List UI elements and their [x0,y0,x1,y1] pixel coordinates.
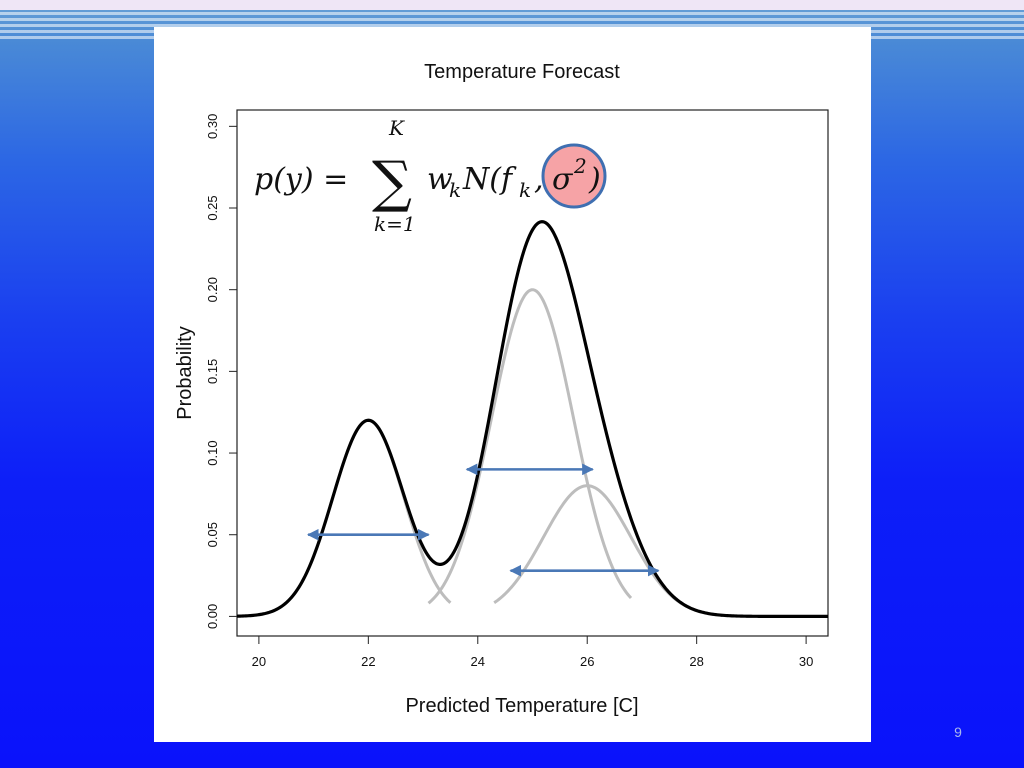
x-tick-label: 28 [689,654,703,669]
y-tick-label: 0.20 [205,277,220,302]
x-tick-label: 24 [471,654,485,669]
x-tick-label: 30 [799,654,813,669]
mixture-curve [236,220,828,618]
x-axis-ticks: 20 22 24 26 28 30 [252,636,813,669]
mixture-formula: p(y) = ∑ K k=1 w k N(f k , σ 2 ) [254,116,607,236]
y-tick-label: 0.15 [205,359,220,384]
header-band [0,0,1024,10]
formula-upper-limit: K [388,116,405,140]
y-tick-label: 0.00 [205,604,220,629]
formula-lhs: p(y) = [254,162,348,197]
formula-sum-symbol: ∑ [372,150,412,215]
formula-sigma: σ [552,162,574,197]
temperature-forecast-chart: Temperature Forecast 20 22 24 26 28 30 0.000.… [174,61,829,717]
formula-normal: N(f [462,162,517,197]
spread-arrows [306,463,660,577]
component-curve [427,288,633,605]
slide-number: 9 [954,724,962,740]
component-curve [350,418,452,604]
x-tick-label: 20 [252,654,266,669]
y-tick-label: 0.05 [205,522,220,547]
formula-weight: w [427,162,453,197]
formula-sigma-superscript: 2 [573,154,587,178]
y-tick-label: 0.30 [205,114,220,139]
formula-close-paren: ) [588,162,601,197]
x-tick-label: 22 [361,654,375,669]
x-tick-label: 26 [580,654,594,669]
x-axis-label: Predicted Temperature [C] [405,695,638,717]
slide-panel: Temperature Forecast 20 22 24 26 28 30 0.00 0.… [154,27,871,742]
y-tick-label: 0.25 [205,195,220,220]
formula-weight-subscript: k [449,178,461,202]
formula-comma: , [534,162,544,197]
y-axis-label: Probability [174,326,196,419]
formula-lower-limit: k=1 [374,212,416,236]
y-axis-ticks: 0.00 0.05 0.10 0.15 0.20 0.25 0.30 [205,114,237,629]
sigma-highlight-circle [541,143,607,209]
chart-title: Temperature Forecast [424,61,620,83]
formula-normal-subscript: k [519,178,531,202]
y-tick-label: 0.10 [205,440,220,465]
